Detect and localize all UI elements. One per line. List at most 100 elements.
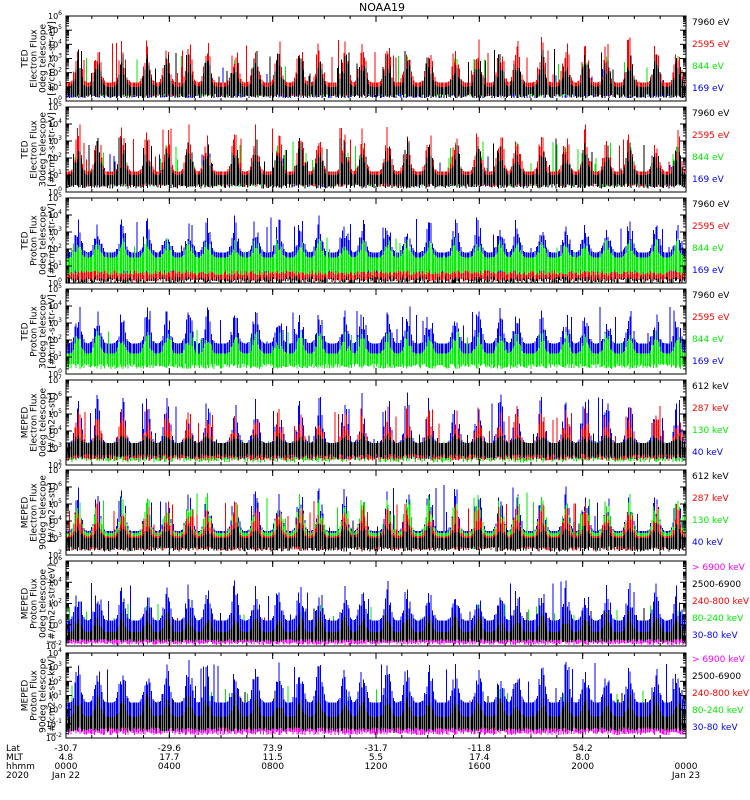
legend-entry: 40 keV — [692, 448, 724, 458]
y-axis-label-line: 0deg telescope — [39, 388, 49, 458]
y-tick-label: 103 — [48, 226, 62, 237]
y-tick-label: 105 — [48, 101, 62, 112]
legend-entry: 7960 eV — [692, 291, 730, 301]
y-tick-label: 100 — [48, 619, 62, 630]
legend-entry: > 6900 keV — [692, 563, 746, 573]
y-tick-label: 102 — [48, 459, 62, 470]
legend-entry: 80-240 keV — [692, 614, 744, 624]
y-tick-label: 104 — [48, 515, 62, 526]
legend-entry: 2595 eV — [692, 313, 730, 323]
x-tick-lat: -11.8 — [468, 744, 492, 754]
legend-entry: 844 eV — [692, 335, 725, 345]
y-axis-label-line: Proton Flux — [30, 215, 40, 266]
legend-entry: 844 eV — [692, 153, 725, 163]
x-tick-mlt: 4.8 — [59, 753, 74, 763]
x-tick-hhmm: 1600 — [468, 762, 491, 772]
y-tick-label: 101 — [48, 351, 62, 362]
legend-entry: 169 eV — [692, 84, 725, 94]
x-tick-lat: -29.6 — [158, 744, 182, 754]
y-tick-label: 102 — [48, 549, 62, 560]
panel-traces — [66, 306, 685, 369]
y-tick-label: 106 — [48, 391, 62, 402]
y-tick-label: 102 — [48, 67, 62, 78]
y-axis-label-line: TED — [21, 49, 31, 68]
legend-entry: 2595 eV — [692, 222, 730, 232]
legend-entry: 169 eV — [692, 357, 725, 367]
legend-entry: 30-80 keV — [692, 631, 738, 641]
x-row-label: Lat — [6, 744, 21, 754]
y-axis-label-line: TED — [21, 322, 31, 341]
x-tick-mlt: 17.4 — [469, 753, 489, 763]
legend-entry: 612 keV — [692, 382, 729, 392]
x-tick-lat: 73.9 — [263, 744, 283, 754]
y-axis-label-line: [#/cm2-s-str] — [48, 482, 58, 542]
y-axis-label-line: [#/cm2-s-str-eV] — [48, 203, 58, 278]
y-tick-label: 106 — [48, 10, 62, 21]
y-tick-label: 101 — [48, 81, 62, 92]
legend-entry: 169 eV — [692, 175, 725, 185]
x-row-label: 2020 — [6, 771, 29, 781]
y-tick-label: 101 — [48, 260, 62, 271]
x-tick-date: Jan 23 — [671, 771, 700, 781]
y-tick-label: 105 — [48, 408, 62, 419]
y-axis-label-line: Proton Flux — [30, 670, 40, 721]
legend-entry: 7960 eV — [692, 200, 730, 210]
y-tick-label: 102 — [48, 675, 62, 686]
y-tick-label: 104 — [48, 118, 62, 129]
y-tick-label: 100 — [48, 186, 62, 197]
y-tick-label: 10-2 — [46, 640, 62, 651]
chart-title: NOAA19 — [359, 1, 405, 14]
y-tick-label: 103 — [48, 442, 62, 453]
y-tick-label: 106 — [48, 555, 62, 566]
x-row-label: hhmm — [6, 762, 35, 772]
y-axis-label-line: [#/cm2-s-str-keV] — [48, 656, 58, 735]
panel-traces — [66, 37, 685, 99]
x-tick-lat: -31.7 — [364, 744, 387, 754]
x-tick-lat: 54.2 — [573, 744, 593, 754]
y-tick-label: 105 — [48, 283, 62, 294]
y-axis-label: MEPEDProton Flux90deg telescope[#/cm2-s-… — [21, 656, 58, 735]
panel-traces — [66, 124, 685, 189]
y-tick-label: 105 — [48, 24, 62, 35]
legend-entry: > 6900 keV — [692, 655, 746, 665]
panel-traces — [66, 392, 685, 463]
y-axis-label-line: Proton Flux — [30, 306, 40, 357]
y-axis-label-line: TED — [21, 231, 31, 250]
y-axis-label-line: 30deg telescope — [39, 294, 49, 369]
panel-traces — [66, 660, 685, 736]
y-axis-label-line: MEPED — [21, 588, 31, 620]
y-axis-label-line: 30deg telescope — [39, 112, 49, 187]
legend-entry: 287 keV — [692, 494, 729, 504]
y-axis-label-line: 0deg telescope — [39, 569, 49, 639]
x-tick-hhmm: 0000 — [675, 762, 698, 772]
panel-traces — [66, 485, 685, 552]
y-axis-label-line: 0deg telescope — [39, 24, 49, 94]
y-tick-label: 102 — [48, 152, 62, 163]
y-axis-label: MEPEDProton Flux0deg telescope[#/cm2-s-s… — [21, 564, 58, 643]
legend-entry: 844 eV — [692, 62, 725, 72]
y-tick-label: 105 — [48, 498, 62, 509]
panel-traces — [66, 580, 685, 645]
x-tick-lat: -30.7 — [54, 744, 77, 754]
legend-entry: 240-800 keV — [692, 689, 750, 699]
y-axis-label: TEDElectron Flux0deg telescope[#/cm2-s-s… — [21, 21, 58, 96]
y-tick-label: 103 — [48, 661, 62, 672]
legend-entry: 2500-6900 — [692, 580, 741, 590]
y-tick-label: 101 — [48, 690, 62, 701]
y-tick-label: 101 — [48, 169, 62, 180]
y-axis-label-line: 90deg telescope — [39, 658, 49, 733]
y-axis-label-line: 90deg telescope — [39, 475, 49, 550]
y-tick-label: 104 — [48, 647, 62, 658]
y-tick-label: 102 — [48, 598, 62, 609]
y-tick-label: 104 — [48, 38, 62, 49]
y-axis-label-line: MEPED — [21, 497, 31, 529]
y-tick-label: 104 — [48, 300, 62, 311]
